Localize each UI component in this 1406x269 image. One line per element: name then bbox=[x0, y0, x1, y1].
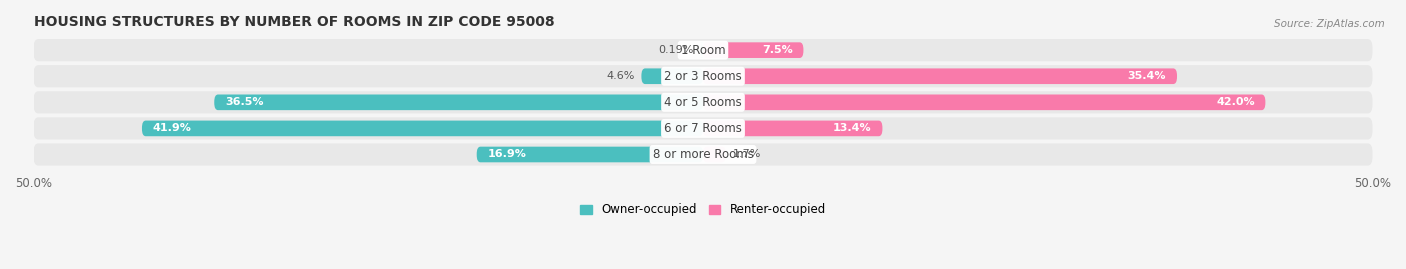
Text: 1 Room: 1 Room bbox=[681, 44, 725, 57]
Text: 8 or more Rooms: 8 or more Rooms bbox=[652, 148, 754, 161]
Legend: Owner-occupied, Renter-occupied: Owner-occupied, Renter-occupied bbox=[579, 203, 827, 216]
Text: 6 or 7 Rooms: 6 or 7 Rooms bbox=[664, 122, 742, 135]
FancyBboxPatch shape bbox=[214, 94, 703, 110]
Text: 35.4%: 35.4% bbox=[1128, 71, 1167, 81]
FancyBboxPatch shape bbox=[703, 121, 883, 136]
Text: 7.5%: 7.5% bbox=[762, 45, 793, 55]
Text: HOUSING STRUCTURES BY NUMBER OF ROOMS IN ZIP CODE 95008: HOUSING STRUCTURES BY NUMBER OF ROOMS IN… bbox=[34, 15, 554, 29]
Text: 4 or 5 Rooms: 4 or 5 Rooms bbox=[664, 96, 742, 109]
FancyBboxPatch shape bbox=[703, 68, 1177, 84]
FancyBboxPatch shape bbox=[641, 68, 703, 84]
Text: 4.6%: 4.6% bbox=[606, 71, 634, 81]
Text: 42.0%: 42.0% bbox=[1216, 97, 1254, 107]
FancyBboxPatch shape bbox=[34, 117, 1372, 140]
FancyBboxPatch shape bbox=[34, 91, 1372, 114]
FancyBboxPatch shape bbox=[703, 147, 725, 162]
Text: 16.9%: 16.9% bbox=[488, 150, 526, 160]
FancyBboxPatch shape bbox=[142, 121, 703, 136]
Text: 1.7%: 1.7% bbox=[733, 150, 761, 160]
Text: Source: ZipAtlas.com: Source: ZipAtlas.com bbox=[1274, 19, 1385, 29]
FancyBboxPatch shape bbox=[477, 147, 703, 162]
Text: 0.19%: 0.19% bbox=[658, 45, 693, 55]
FancyBboxPatch shape bbox=[34, 39, 1372, 61]
FancyBboxPatch shape bbox=[699, 42, 704, 58]
FancyBboxPatch shape bbox=[703, 42, 803, 58]
FancyBboxPatch shape bbox=[34, 65, 1372, 87]
Text: 13.4%: 13.4% bbox=[834, 123, 872, 133]
Text: 2 or 3 Rooms: 2 or 3 Rooms bbox=[664, 70, 742, 83]
FancyBboxPatch shape bbox=[34, 143, 1372, 166]
Text: 36.5%: 36.5% bbox=[225, 97, 263, 107]
Text: 41.9%: 41.9% bbox=[153, 123, 191, 133]
FancyBboxPatch shape bbox=[703, 94, 1265, 110]
